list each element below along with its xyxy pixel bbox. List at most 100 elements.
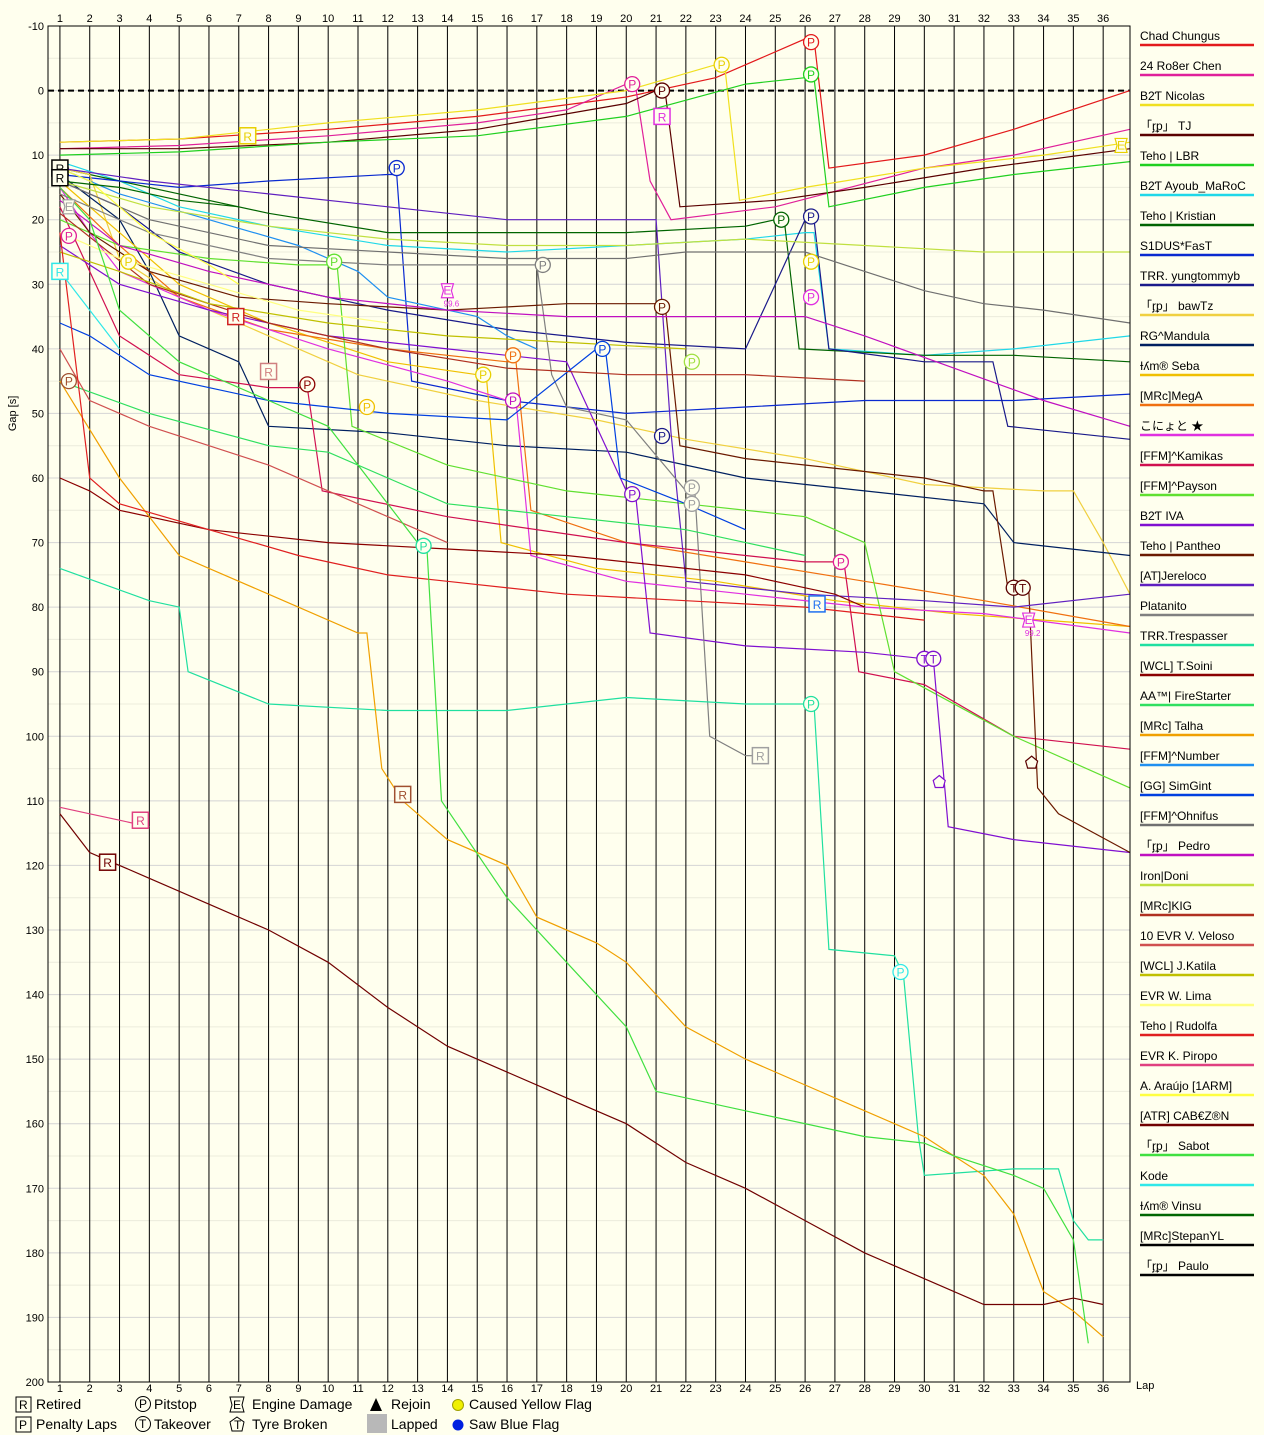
marker-glyph: P — [896, 965, 904, 979]
key-caused-yellow: Caused Yellow Flag — [469, 1396, 592, 1412]
marker-shape — [60, 372, 78, 390]
legend-label: Ɨʎm® Seba — [1140, 359, 1200, 373]
marker-shape — [60, 227, 78, 245]
retired-key-icon-glyph: R — [19, 1398, 28, 1412]
marker-glyph: P — [658, 430, 666, 444]
event-marker: T — [1014, 579, 1031, 596]
marker-glyph: P — [658, 300, 666, 314]
event-marker: P — [358, 398, 376, 416]
legend-label: Chad Chungus — [1140, 29, 1220, 43]
x-tick-label-top: 15 — [471, 13, 483, 25]
legend-label: 「ᶉᵱ」 Paulo — [1140, 1259, 1209, 1273]
marker-shape — [653, 298, 671, 316]
series-line — [59, 180, 1131, 440]
x-tick-label-top: 27 — [829, 13, 841, 25]
marker-glyph: R — [264, 365, 273, 379]
event-marker: P — [802, 253, 820, 270]
tyre-broken-key-icon — [229, 1416, 245, 1432]
y-tick-label: 70 — [32, 538, 44, 550]
x-tick-label-bottom: 3 — [116, 1383, 122, 1395]
x-tick-label-bottom: 14 — [441, 1383, 453, 1395]
x-tick-label-bottom: 13 — [411, 1383, 423, 1395]
series-line — [59, 271, 120, 350]
marker-glyph: R — [56, 172, 65, 186]
caused-yellow-key-icon — [452, 1399, 464, 1411]
tyre-broken-key-icon-glyph: T — [234, 1418, 242, 1432]
event-marker: P — [594, 340, 611, 358]
marker-shape — [1024, 755, 1039, 769]
event-marker: R — [751, 746, 770, 765]
x-tick-label-top: 22 — [680, 13, 692, 25]
marker-shape — [802, 289, 820, 306]
event-marker: R — [227, 307, 245, 326]
x-axis-label: Lap — [1136, 1380, 1154, 1392]
legend-label: Platanito — [1140, 599, 1187, 613]
marker-shape — [932, 774, 946, 789]
marker-shape — [624, 75, 641, 93]
marker-shape — [534, 256, 551, 274]
series-line — [59, 167, 240, 285]
marker-shape — [98, 853, 117, 871]
marker-glyph: P — [688, 481, 696, 495]
y-tick-label: 50 — [32, 408, 44, 420]
marker-glyph: P — [539, 258, 547, 272]
x-tick-label-bottom: 25 — [769, 1383, 781, 1395]
marker-shape — [393, 785, 412, 804]
x-tick-label-top: 21 — [650, 13, 662, 25]
x-tick-label-top: 10 — [322, 13, 334, 25]
legend-label: [FFM]^Ohnifus — [1140, 809, 1218, 823]
marker-shape — [415, 537, 432, 554]
x-tick-label-bottom: 32 — [978, 1383, 990, 1395]
event-marker: P — [388, 159, 405, 177]
lapped-key-icon — [367, 1414, 387, 1433]
legend-label: AA™| FireStarter — [1140, 689, 1231, 703]
marker-glyph: R — [231, 311, 240, 325]
series-line — [59, 174, 1131, 557]
x-tick-label-bottom: 5 — [176, 1383, 182, 1395]
marker-shape — [440, 283, 455, 299]
event-marker: P — [683, 353, 700, 370]
series-lines — [59, 38, 1131, 1344]
legend-label: 「ᶉᵱ」 Sabot — [1140, 1139, 1210, 1153]
x-tick-label-top: 26 — [799, 13, 811, 25]
event-marker: R — [653, 107, 671, 126]
legend-label: Teho | Kristian — [1140, 209, 1216, 223]
key-penalty-laps: Penalty Laps — [36, 1416, 117, 1432]
series-line — [59, 180, 1130, 253]
engine-damage-key-icon-glyph: E — [233, 1398, 241, 1412]
event-marker — [932, 774, 946, 789]
rejoin-key-icon — [370, 1398, 382, 1411]
marker-glyph: P — [330, 255, 338, 269]
y-tick-label: 120 — [26, 860, 44, 872]
x-tick-label-top: 24 — [739, 13, 751, 25]
marker-glyph: P — [777, 213, 785, 227]
marker-glyph: T — [1019, 581, 1027, 595]
x-tick-label-bottom: 11 — [352, 1383, 363, 1395]
x-tick-label-bottom: 33 — [1008, 1383, 1020, 1395]
marker-glyph: R — [813, 598, 822, 612]
series-line — [59, 193, 761, 757]
marker-shape — [259, 362, 278, 381]
y-tick-label: -10 — [28, 21, 44, 33]
legend-label: [ATR] CAB€Z®N — [1140, 1109, 1229, 1123]
legend-label: 「ᶉᵱ」 Pedro — [1140, 839, 1210, 853]
legend-label: [FFM]^Kamikas — [1140, 449, 1223, 463]
x-tick-label-top: 7 — [236, 13, 242, 25]
y-tick-label: 90 — [32, 667, 44, 679]
event-marker: P — [624, 75, 641, 93]
legend-label: [MRc]StepanYL — [1140, 1229, 1224, 1243]
marker-shape — [299, 376, 316, 393]
series-line — [59, 180, 1131, 324]
event-marker: P — [802, 208, 820, 225]
x-tick-label-top: 9 — [295, 13, 301, 25]
marker-shape — [51, 168, 69, 187]
event-marker: P — [504, 392, 522, 409]
marker-shape — [131, 811, 150, 829]
y-tick-label: 40 — [32, 344, 44, 356]
marker-glyph: R — [756, 750, 765, 764]
series-line — [59, 322, 746, 531]
x-tick-label-bottom: 10 — [322, 1383, 334, 1395]
legend-label: A. Araújo [1ARM] — [1140, 1079, 1232, 1093]
marker-glyph: T — [921, 652, 929, 666]
